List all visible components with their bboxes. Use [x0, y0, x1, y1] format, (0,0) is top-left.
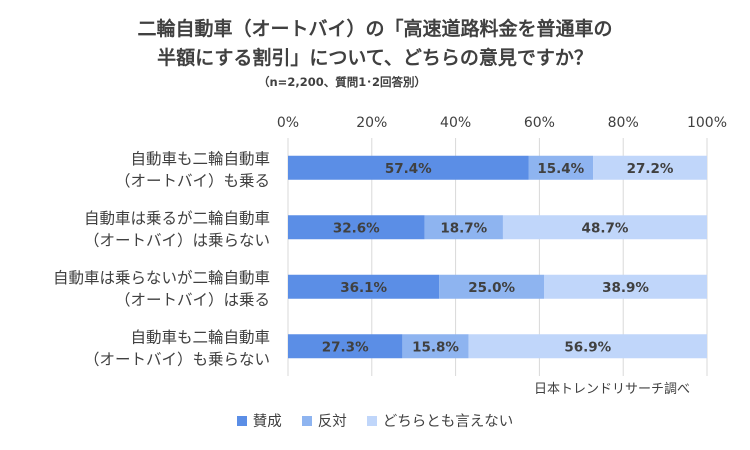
data-label: 27.3% [322, 339, 369, 355]
legend-item-neutral: どちらとも言えない [366, 410, 514, 431]
bar-segment [288, 334, 403, 359]
bar-segment [288, 155, 529, 180]
x-tick-label: 40% [440, 115, 471, 131]
legend-label-neutral: どちらとも言えない [382, 414, 514, 430]
x-tick-label: 100% [687, 115, 727, 131]
bar-segment [424, 215, 503, 240]
category-label: （オートバイ）は乗る [115, 291, 270, 309]
legend-swatch-neutral [366, 415, 377, 426]
x-tick-label: 80% [608, 115, 639, 131]
chart-legend: 賛成 反対 どちらとも言えない [0, 410, 750, 431]
bar-segment [288, 274, 440, 299]
data-label: 15.8% [412, 339, 459, 355]
bar-segment [402, 334, 469, 359]
data-label: 38.9% [602, 280, 649, 296]
chart-title-line-1: 二輪自動車（オートバイ）の「高速道路料金を普通車の [137, 18, 613, 40]
data-label: 48.7% [582, 220, 629, 236]
bar-segment [288, 215, 425, 240]
bar-segment [593, 155, 707, 180]
x-tick-label: 60% [524, 115, 555, 131]
data-label: 15.4% [537, 161, 584, 177]
chart-subtitle: （n=2,200、質問1･2回答別） [258, 75, 426, 89]
x-tick-label: 0% [277, 115, 299, 131]
data-label: 56.9% [564, 339, 611, 355]
legend-item-oppose: 反対 [301, 410, 347, 431]
data-label: 18.7% [440, 220, 487, 236]
category-label: 自動車は乗らないが二輪自動車 [53, 269, 270, 287]
category-label: 自動車も二輪自動車 [130, 150, 270, 168]
bar-segment [439, 274, 545, 299]
data-label: 57.4% [385, 161, 432, 177]
legend-label-support: 賛成 [252, 414, 282, 430]
legend-label-oppose: 反対 [317, 414, 347, 430]
chart-title-line-2: 半額にする割引」について、どちらの意見ですか？ [157, 47, 593, 69]
x-tick-label: 20% [356, 115, 387, 131]
category-label: （オートバイ）も乗らない [84, 350, 270, 368]
data-label: 32.6% [333, 220, 380, 236]
source-note: 日本トレンドリサーチ調べ [534, 382, 691, 397]
bar-segment [502, 215, 707, 240]
bar-segment [468, 334, 707, 359]
data-label: 36.1% [340, 280, 387, 296]
bar-segment [528, 155, 594, 180]
category-label: 自動車も二輪自動車 [130, 328, 270, 346]
data-label: 25.0% [468, 280, 515, 296]
data-label: 27.2% [627, 161, 674, 177]
category-label: （オートバイ）も乗る [115, 172, 270, 190]
category-label: 自動車は乗るが二輪自動車 [84, 209, 270, 227]
bar-segment [544, 274, 707, 299]
legend-item-support: 賛成 [236, 410, 282, 431]
category-label: （オートバイ）は乗らない [84, 231, 270, 249]
legend-swatch-support [236, 415, 247, 426]
legend-swatch-oppose [301, 415, 312, 426]
